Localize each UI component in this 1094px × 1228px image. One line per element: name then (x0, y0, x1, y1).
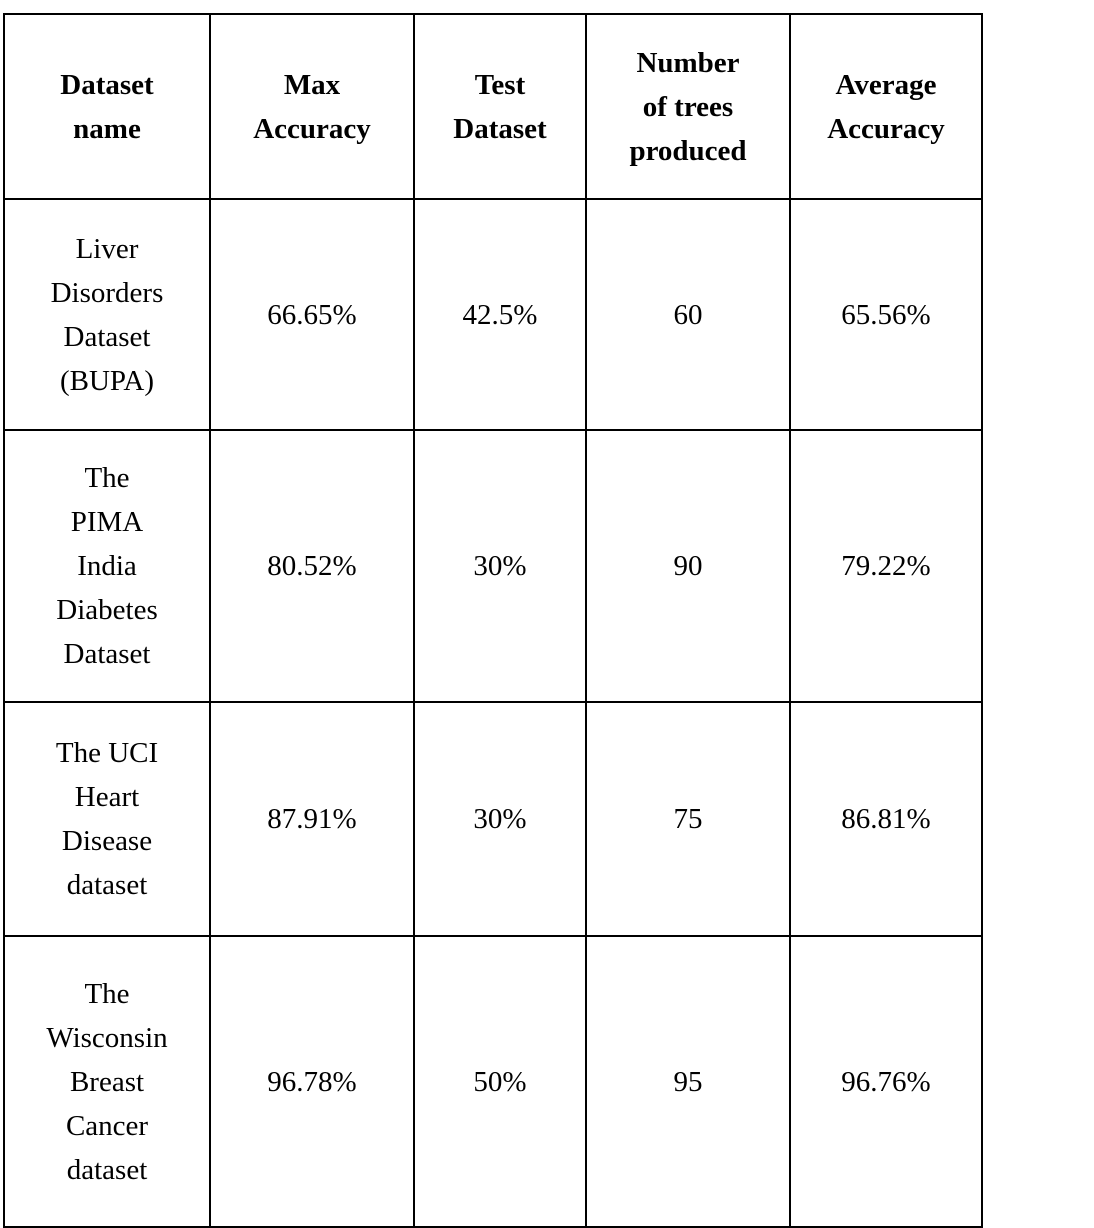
column-header-dataset-name: Dataset name (3, 13, 211, 200)
column-header-test-dataset: Test Dataset (413, 13, 587, 200)
column-header-trees-produced: Number of trees produced (585, 13, 791, 200)
cell-test-dataset: 30% (413, 429, 587, 703)
cell-dataset-name: The Wisconsin Breast Cancer dataset (3, 935, 211, 1228)
cell-test-dataset: 42.5% (413, 197, 587, 432)
cell-trees-produced: 60 (585, 197, 791, 432)
table-header-row: Dataset name Max Accuracy Test Dataset N… (3, 13, 983, 200)
results-table: Dataset name Max Accuracy Test Dataset N… (3, 13, 983, 1228)
cell-max-accuracy: 87.91% (209, 700, 415, 938)
cell-dataset-name: Liver Disorders Dataset (BUPA) (3, 197, 211, 432)
cell-trees-produced: 75 (585, 700, 791, 938)
table-row: Liver Disorders Dataset (BUPA) 66.65% 42… (3, 197, 983, 432)
cell-average-accuracy: 96.76% (789, 935, 983, 1228)
cell-test-dataset: 50% (413, 935, 587, 1228)
cell-max-accuracy: 96.78% (209, 935, 415, 1228)
table-row: The PIMA India Diabetes Dataset 80.52% 3… (3, 429, 983, 703)
cell-average-accuracy: 65.56% (789, 197, 983, 432)
cell-trees-produced: 95 (585, 935, 791, 1228)
table-row: The UCI Heart Disease dataset 87.91% 30%… (3, 700, 983, 938)
cell-test-dataset: 30% (413, 700, 587, 938)
cell-dataset-name: The PIMA India Diabetes Dataset (3, 429, 211, 703)
cell-dataset-name: The UCI Heart Disease dataset (3, 700, 211, 938)
cell-average-accuracy: 79.22% (789, 429, 983, 703)
cell-max-accuracy: 66.65% (209, 197, 415, 432)
column-header-max-accuracy: Max Accuracy (209, 13, 415, 200)
cell-trees-produced: 90 (585, 429, 791, 703)
table-row: The Wisconsin Breast Cancer dataset 96.7… (3, 935, 983, 1228)
cell-max-accuracy: 80.52% (209, 429, 415, 703)
cell-average-accuracy: 86.81% (789, 700, 983, 938)
column-header-average-accuracy: Average Accuracy (789, 13, 983, 200)
